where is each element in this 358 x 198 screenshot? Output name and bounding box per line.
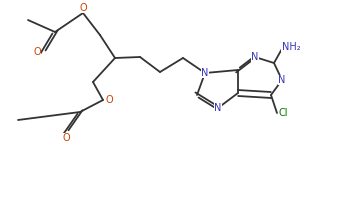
Text: N: N <box>251 52 259 62</box>
Text: O: O <box>79 3 87 13</box>
Text: O: O <box>105 95 113 105</box>
Text: N: N <box>214 103 222 113</box>
Text: NH₂: NH₂ <box>282 42 300 52</box>
Text: O: O <box>33 47 41 57</box>
Text: O: O <box>62 133 70 143</box>
Text: N: N <box>201 68 209 78</box>
Text: N: N <box>278 75 286 85</box>
Text: Cl: Cl <box>278 108 288 118</box>
